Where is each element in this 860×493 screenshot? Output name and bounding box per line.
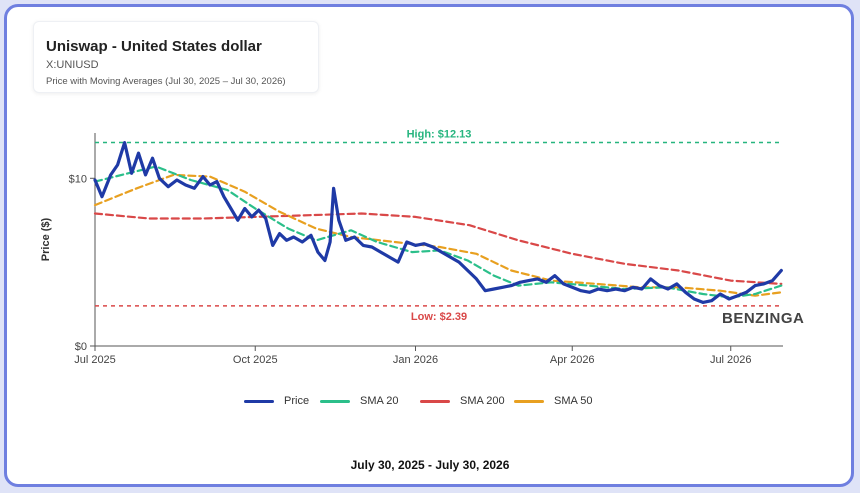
legend-label: SMA 200 [460,395,505,407]
x-tick-label: Jul 2026 [710,354,752,366]
price-series-line [93,141,783,304]
x-tick-label: Jul 2025 [74,354,116,366]
legend-swatch [244,399,274,403]
legend-swatch [320,399,350,403]
y-tick-label: $0 [75,341,87,353]
legend-item-sma-20[interactable]: SMA 20 [320,395,399,407]
chart-subtitle: Price with Moving Averages (Jul 30, 2025… [46,76,286,87]
benzinga-watermark: BENZINGA [722,310,805,327]
sma-20-series-line [93,165,783,299]
y-axis-label: Price ($) [40,217,52,261]
sma-50-series-line [93,173,783,297]
chart-title: Uniswap - United States dollar [46,38,262,55]
legend-item-sma-50[interactable]: SMA 50 [514,395,593,407]
high-reference-label: High: $12.13 [407,129,472,141]
x-tick-label: Apr 2026 [550,354,595,366]
sma-200-series-line [93,212,783,285]
legend-label: SMA 20 [360,395,399,407]
legend-swatch [514,399,544,403]
legend-label: SMA 50 [554,395,593,407]
date-range-footer: July 30, 2025 - July 30, 2026 [350,458,510,472]
legend-item-sma-200[interactable]: SMA 200 [420,395,505,407]
title-card: Uniswap - United States dollar X:UNIUSD … [33,21,319,93]
legend-label: Price [284,395,310,407]
x-tick-label: Oct 2025 [233,354,278,366]
legend-item-price[interactable]: Price [244,395,309,407]
y-tick-label: $10 [69,173,87,185]
low-reference-label: Low: $2.39 [411,311,467,323]
legend-swatch [420,399,450,403]
ticker-symbol: X:UNIUSD [46,59,99,71]
x-tick-label: Jan 2026 [393,354,438,366]
